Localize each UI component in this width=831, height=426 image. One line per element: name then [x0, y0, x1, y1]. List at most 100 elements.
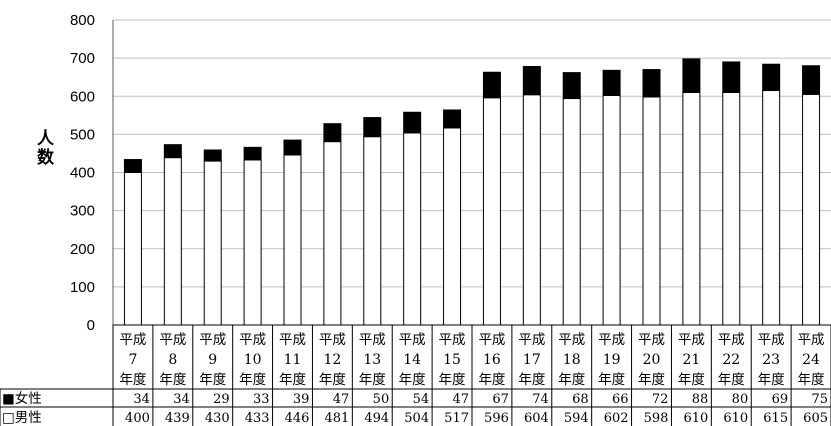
category-era-label: 平成 [119, 332, 146, 348]
bar-male-24 [802, 93, 821, 326]
category-era-label: 平成 [518, 332, 545, 348]
category-era-label: 平成 [359, 332, 386, 348]
data-label-male-11: 446 [285, 411, 310, 426]
y-tick-label-400: 400 [70, 165, 95, 182]
bar-male-14 [403, 132, 422, 326]
data-label-male-16: 596 [484, 411, 509, 426]
data-label-male-7: 400 [125, 411, 150, 426]
bar-male-11 [283, 154, 302, 326]
bar-male-8 [163, 157, 182, 326]
bar-female-8 [163, 144, 182, 159]
y-axis-ticks: 0 100 200 300 400 500 600 700 800 [70, 12, 95, 334]
data-label-male-22: 610 [723, 411, 748, 426]
bar-male-9 [203, 160, 222, 326]
bar-female-13 [363, 117, 382, 138]
category-era-label: 平成 [319, 332, 346, 348]
category-year-number: 10 [244, 352, 262, 368]
category-suffix-label: 年度 [638, 372, 665, 388]
category-suffix-label: 年度 [478, 372, 505, 388]
category-year-number: 16 [483, 352, 501, 368]
category-era-label: 平成 [239, 332, 266, 348]
category-era-label: 平成 [598, 332, 625, 348]
category-suffix-label: 年度 [239, 372, 266, 388]
bar-female-15 [443, 109, 462, 129]
bar-female-9 [203, 149, 222, 162]
bar-male-22 [722, 91, 741, 326]
legend-female: ■女性 [2, 390, 42, 407]
y-tick-label-200: 200 [70, 241, 95, 258]
y-tick-label-600: 600 [70, 88, 95, 105]
y-tick-label-0: 0 [87, 317, 95, 334]
category-era-label: 平成 [758, 332, 785, 348]
data-label-male-17: 604 [524, 411, 549, 426]
bar-male-7 [123, 172, 142, 326]
bar-male-20 [642, 96, 661, 326]
category-year-number: 24 [802, 352, 820, 368]
category-suffix-label: 年度 [159, 372, 186, 388]
data-label-female-16: 67 [492, 392, 509, 407]
bar-male-12 [323, 141, 342, 326]
bar-male-21 [682, 91, 701, 326]
bar-female-17 [522, 66, 541, 96]
bar-female-21 [682, 58, 701, 93]
category-era-label: 平成 [439, 332, 466, 348]
category-year-number: 17 [523, 352, 541, 368]
bar-male-13 [363, 136, 382, 326]
data-label-male-13: 494 [364, 411, 389, 426]
bar-male-15 [443, 127, 462, 326]
category-era-label: 平成 [159, 332, 186, 348]
category-suffix-label: 年度 [758, 372, 785, 388]
data-label-female-21: 88 [692, 392, 709, 407]
data-label-female-11: 39 [293, 392, 310, 407]
bar-male-19 [602, 94, 621, 326]
y-axis-label: 人数 [33, 129, 54, 167]
data-label-female-7: 34 [133, 392, 150, 407]
data-label-male-12: 481 [325, 411, 350, 426]
category-year-number: 19 [603, 352, 621, 368]
category-era-label: 平成 [399, 332, 426, 348]
bar-female-10 [243, 146, 262, 161]
category-year-number: 23 [762, 352, 780, 368]
category-suffix-label: 年度 [279, 372, 306, 388]
category-era-label: 平成 [798, 332, 825, 348]
category-suffix-label: 年度 [598, 372, 625, 388]
bar-female-11 [283, 139, 302, 156]
data-label-male-14: 504 [404, 411, 429, 426]
bars [123, 58, 821, 326]
data-label-female-9: 29 [213, 392, 230, 407]
y-tick-label-500: 500 [70, 126, 95, 143]
data-label-male-19: 602 [604, 411, 629, 426]
data-label-male-15: 517 [444, 411, 469, 426]
category-era-label: 平成 [678, 332, 705, 348]
data-label-male-24: 605 [803, 411, 828, 426]
bar-male-23 [762, 90, 781, 326]
category-year-number: 14 [403, 352, 421, 368]
category-year-number: 9 [208, 352, 217, 368]
category-year-number: 11 [284, 352, 302, 368]
data-label-female-13: 50 [373, 392, 390, 407]
gridlines [112, 19, 831, 325]
category-suffix-label: 年度 [439, 372, 466, 388]
bar-male-10 [243, 159, 262, 326]
bar-female-23 [762, 63, 781, 92]
data-label-female-20: 72 [652, 392, 669, 407]
y-tick-label-300: 300 [70, 203, 95, 220]
category-era-label: 平成 [638, 332, 665, 348]
data-label-male-20: 598 [644, 411, 669, 426]
bar-male-16 [482, 97, 501, 326]
category-suffix-label: 年度 [518, 372, 545, 388]
data-label-female-15: 47 [452, 392, 469, 407]
data-label-female-22: 80 [732, 392, 749, 407]
bar-female-18 [562, 72, 581, 100]
data-label-female-18: 68 [572, 392, 589, 407]
data-label-male-23: 615 [763, 411, 788, 426]
bar-male-17 [522, 94, 541, 326]
data-label-female-23: 69 [772, 392, 789, 407]
data-label-male-9: 430 [205, 411, 230, 426]
data-label-female-12: 47 [333, 392, 350, 407]
y-tick-label-700: 700 [70, 50, 95, 67]
category-year-number: 7 [128, 352, 137, 368]
data-label-male-21: 610 [684, 411, 709, 426]
category-suffix-label: 年度 [718, 372, 745, 388]
